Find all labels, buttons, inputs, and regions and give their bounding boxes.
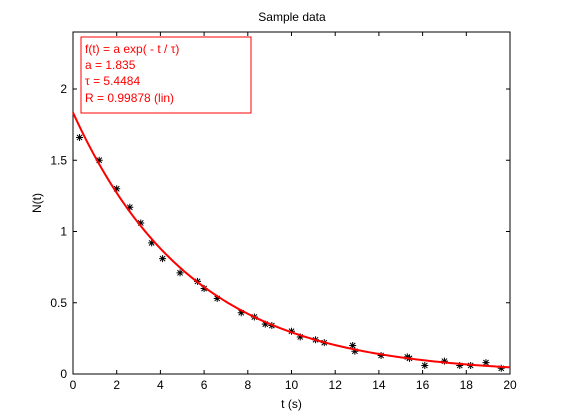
y-tick-label: 2 <box>60 82 67 96</box>
data-point <box>440 357 448 365</box>
annotation-line-1: f(t) = a exp( - t / τ) <box>85 42 179 56</box>
data-point <box>349 342 357 349</box>
data-point <box>351 347 359 355</box>
data-point <box>76 133 84 141</box>
data-point <box>213 294 221 302</box>
x-tick-label: 0 <box>70 378 77 392</box>
data-point <box>296 333 304 341</box>
x-tick-label: 4 <box>157 378 164 392</box>
x-tick-label: 16 <box>416 378 430 392</box>
y-axis-label: N(t) <box>30 193 44 213</box>
data-point <box>261 320 269 328</box>
annotation-line-2: a = 1.835 <box>85 58 136 72</box>
data-point <box>159 255 167 263</box>
data-point <box>126 203 134 211</box>
x-axis-label: t (s) <box>281 397 302 411</box>
data-point <box>200 285 208 292</box>
y-tick-label: 1 <box>60 225 67 239</box>
data-point <box>148 239 156 247</box>
data-point <box>482 359 490 367</box>
annotation-line-4: R = 0.99878 (lin) <box>85 91 174 105</box>
y-tick-label: 0 <box>60 367 67 381</box>
annotation-line-3: τ = 5.4484 <box>85 74 140 88</box>
x-tick-label: 8 <box>244 378 251 392</box>
fit-annotation: f(t) = a exp( - t / τ) a = 1.835 τ = 5.4… <box>80 36 252 114</box>
data-point <box>421 361 429 369</box>
data-point <box>95 156 103 164</box>
data-point <box>137 219 145 227</box>
annotation-box <box>80 36 252 114</box>
y-axis: 0 0.5 1 1.5 2 <box>50 82 510 381</box>
data-point <box>456 361 464 369</box>
data-point <box>113 185 121 193</box>
x-axis: 0 2 4 6 8 10 12 14 16 18 20 <box>70 32 517 392</box>
x-tick-label: 6 <box>201 378 208 392</box>
data-point <box>497 364 505 372</box>
x-tick-label: 20 <box>503 378 517 392</box>
x-tick-label: 12 <box>329 378 343 392</box>
fit-curve <box>72 112 511 369</box>
data-point <box>377 351 385 359</box>
chart-title: Sample data <box>258 10 326 24</box>
x-tick-label: 2 <box>113 378 120 392</box>
data-point <box>237 309 245 317</box>
y-tick-label: 0.5 <box>50 296 67 310</box>
x-tick-label: 18 <box>460 378 474 392</box>
y-tick-label: 1.5 <box>50 153 67 167</box>
data-point <box>176 269 184 277</box>
x-tick-label: 10 <box>285 378 299 392</box>
x-tick-label: 14 <box>372 378 386 392</box>
data-point <box>403 353 411 361</box>
